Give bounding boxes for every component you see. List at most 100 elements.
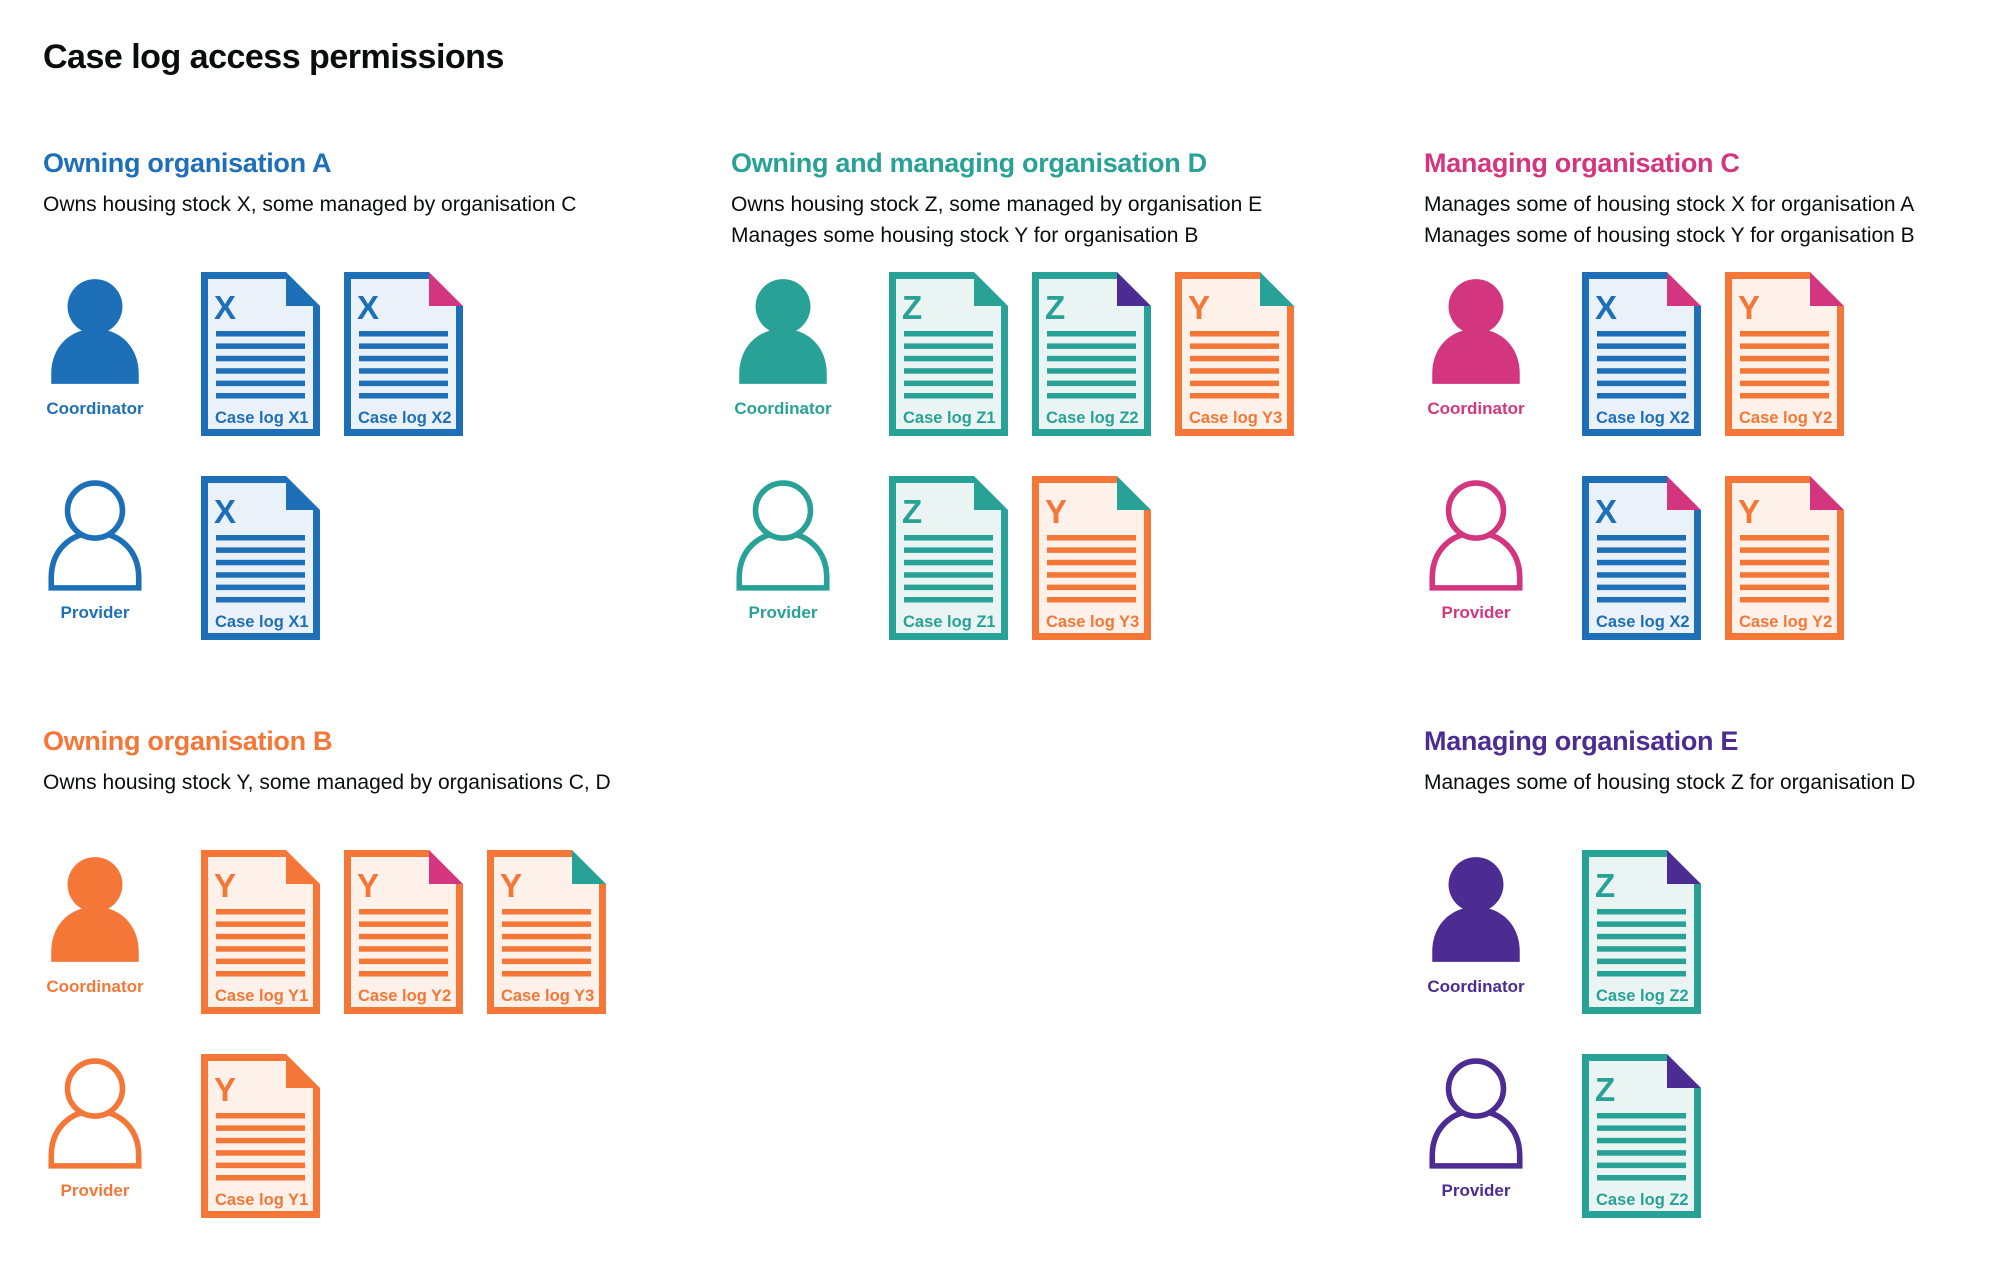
doc-stock-letter: Y [1738,493,1760,530]
section-description-line: Manages some of housing stock X for orga… [1424,193,1915,216]
doc-border [344,272,463,436]
section-title: Managing organisation E [1424,726,1739,756]
role-label: Provider [60,603,130,622]
doc-text-line [1597,572,1686,578]
doc-text-line [359,971,448,977]
coordinator-person-icon [51,857,139,962]
doc-text-line [904,393,993,399]
doc-label: Case log Y3 [1189,409,1282,427]
provider-person: Provider [1424,478,1528,623]
doc-text-line [216,946,305,952]
doc-label: Case log X2 [358,409,452,427]
doc-text-line [1597,380,1686,387]
doc-text-line [216,393,305,399]
folded-corner-icon [1260,272,1294,306]
doc-text-line [502,921,591,927]
role-label: Provider [60,1181,130,1200]
doc-text-line [1740,380,1829,387]
coordinator-row: Coordinator X Case log X2 Y Case log Y2 [1424,272,2000,472]
doc-border [1032,476,1151,640]
doc-text-line [1597,1113,1686,1119]
doc-text-line [216,1150,305,1156]
doc-text-line [1597,535,1686,541]
doc-stock-letter: X [1595,289,1617,326]
doc-text-line [216,584,305,591]
doc-text-line [1597,1162,1686,1169]
case-log-docs: Y Case log Y1 Y Case log Y2 Y Case log Y3 [201,850,606,1014]
case-log-doc: Z Case log Z2 [1032,272,1151,436]
doc-stock-letter: Z [1045,289,1065,326]
folded-corner-icon [572,850,606,884]
doc-text-line [1740,547,1829,553]
doc-text-line [1597,547,1686,553]
folded-corner-icon [1667,272,1701,306]
case-log-doc: Z Case log Z2 [1582,1054,1701,1218]
doc-text-line [216,1162,305,1169]
doc-label: Case log Y3 [1046,613,1139,631]
doc-text-line [359,933,448,940]
provider-person-icon [1429,1058,1523,1169]
case-log-doc: Y Case log Y1 [201,1054,320,1218]
doc-text-line [1047,343,1136,349]
case-log-doc: X Case log X1 [201,476,320,640]
coordinator-row: Coordinator Z Case log Z2 [1424,850,2000,1050]
coordinator-row: Coordinator Z Case log Z1 Z Case log Z2 Y Case… [731,272,1391,472]
doc-border [201,1054,320,1218]
role-label: Provider [1441,603,1511,622]
doc-label: Case log Z2 [1596,987,1689,1005]
doc-label: Case log X2 [1596,613,1690,631]
doc-text-line [1740,597,1829,603]
coordinator-row: Coordinator Y Case log Y1 Y Case log Y2 Y Case… [43,850,703,1050]
doc-border [1032,272,1151,436]
provider-row: Provider X Case log X1 [43,476,703,676]
doc-text-line [1047,368,1136,374]
section-description-line: Manages some housing stock Y for organis… [731,224,1199,247]
folded-corner-icon [974,272,1008,306]
case-log-docs: X Case log X1 X Case log X2 [201,272,463,436]
case-log-doc: X Case log X2 [1582,476,1701,640]
section-description: Owns housing stock X, some managed by or… [43,189,576,220]
doc-label: Case log Y2 [1739,613,1832,631]
doc-text-line [216,535,305,541]
doc-text-line [216,1113,305,1119]
doc-text-line [1597,971,1686,977]
doc-text-line [216,909,305,915]
doc-text-line [1597,331,1686,337]
doc-text-line [1597,1175,1686,1181]
folded-corner-icon [1810,272,1844,306]
doc-text-line [1597,921,1686,927]
doc-text-line [904,355,993,362]
section-description-line: Owns housing stock X, some managed by or… [43,193,577,216]
section-title: Managing organisation C [1424,148,1740,178]
doc-text-line [359,380,448,387]
doc-label: Case log Y2 [358,987,451,1005]
doc-border [1582,272,1701,436]
case-log-doc: X Case log X2 [344,272,463,436]
doc-text-line [216,921,305,927]
doc-text-line [1597,584,1686,591]
provider-person-icon [48,1058,142,1169]
provider-person: Provider [43,478,147,623]
doc-label: Case log Y1 [215,1191,308,1209]
doc-border [1725,476,1844,640]
doc-text-line [1190,331,1279,337]
doc-text-line [359,343,448,349]
doc-label: Case log Y3 [501,987,594,1005]
doc-text-line [1597,909,1686,915]
coordinator-row: Coordinator X Case log X1 X Case log X2 [43,272,703,472]
doc-border [1582,476,1701,640]
folded-corner-icon [1117,476,1151,510]
doc-text-line [1047,535,1136,541]
doc-text-line [216,971,305,977]
role-label: Coordinator [46,977,144,996]
doc-text-line [904,584,993,591]
doc-text-line [1190,355,1279,362]
doc-text-line [1597,368,1686,374]
doc-stock-letter: Z [1595,1071,1615,1108]
role-label: Provider [748,603,818,622]
section-org-a: Owning organisation A Owns housing stock … [43,147,703,640]
folded-corner-icon [286,476,320,510]
doc-text-line [1190,380,1279,387]
section-org-e: Managing organisation E Manages some of h… [1424,725,2000,1218]
provider-person-icon [736,480,830,591]
